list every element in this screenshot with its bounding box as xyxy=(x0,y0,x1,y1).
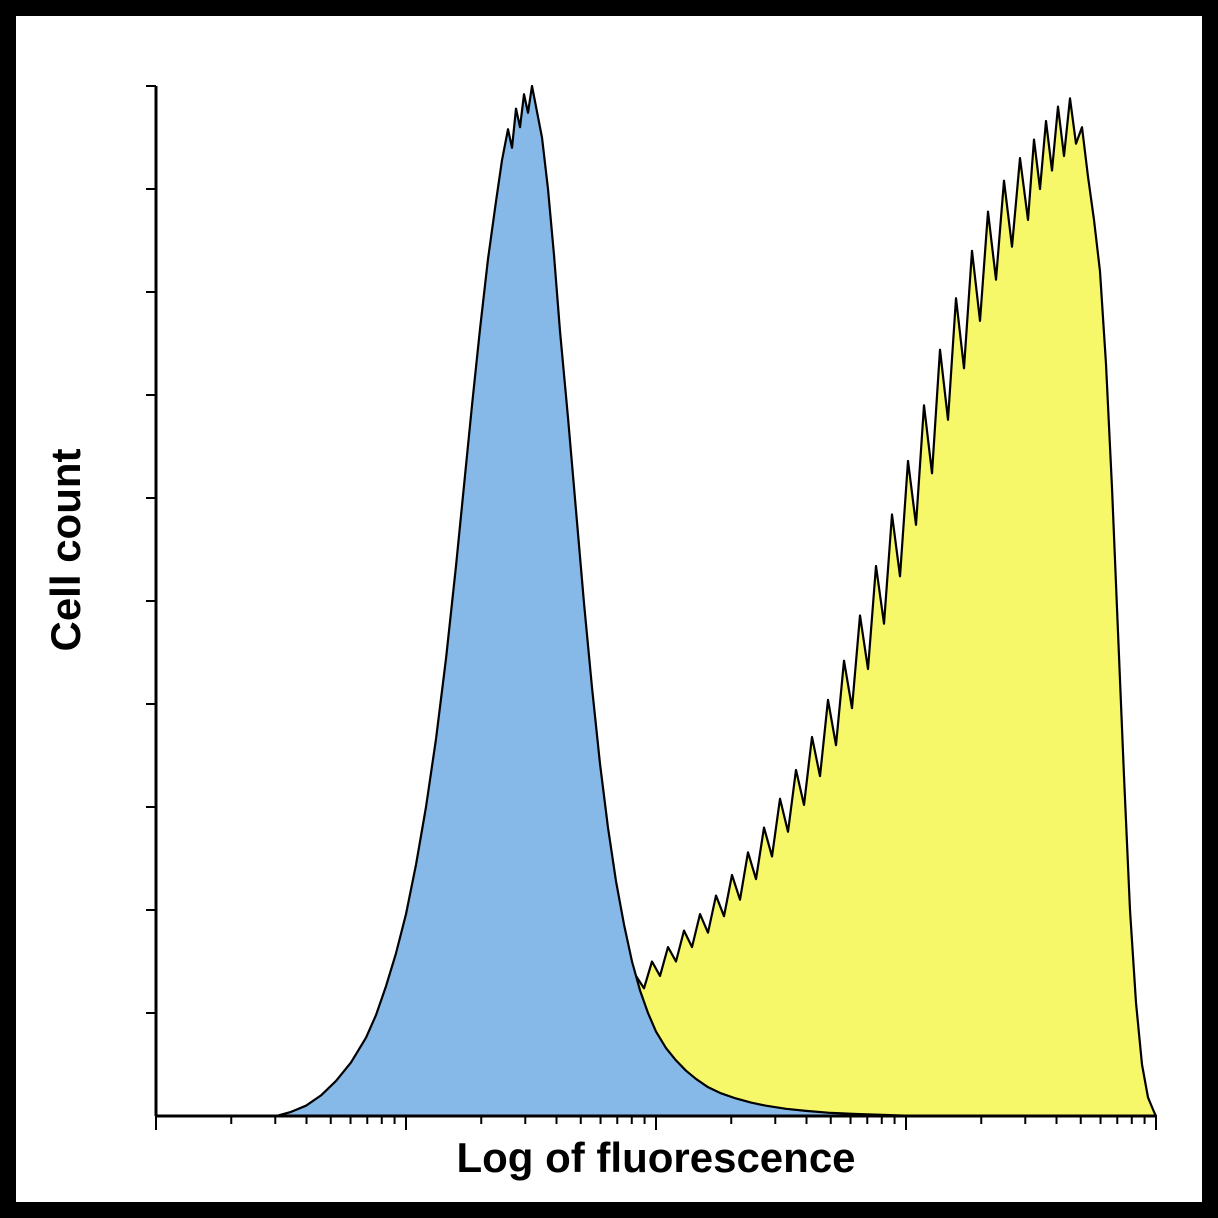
chart-frame: Cell count Log of fluorescence xyxy=(0,0,1218,1218)
flow-cytometry-histogram xyxy=(16,16,1202,1202)
